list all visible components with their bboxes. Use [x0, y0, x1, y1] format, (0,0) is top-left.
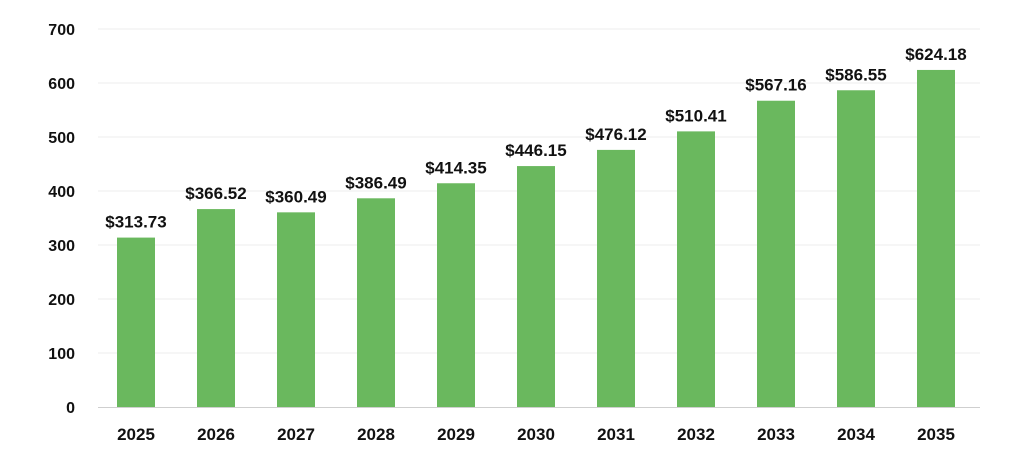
y-tick-label: 300 [48, 238, 75, 255]
x-tick-label: 2030 [517, 425, 555, 444]
x-tick-label: 2026 [197, 425, 235, 444]
x-tick-label: 2029 [437, 425, 475, 444]
bar-2031 [597, 149, 635, 407]
data-label: $476.12 [585, 125, 646, 144]
x-tick-label: 2032 [677, 425, 715, 444]
y-tick-label: 0 [66, 400, 75, 417]
bar-2027 [277, 212, 315, 407]
y-tick-label: 700 [48, 22, 75, 39]
data-label: $624.18 [905, 45, 966, 64]
data-label: $360.49 [265, 187, 326, 206]
bar-2025 [117, 237, 155, 407]
x-tick-label: 2025 [117, 425, 155, 444]
bar-2034 [837, 90, 875, 407]
bar-2033 [757, 100, 795, 408]
x-tick-label: 2031 [597, 425, 635, 444]
bar-2028 [357, 198, 395, 407]
bar-2030 [517, 166, 555, 407]
data-label: $386.49 [345, 173, 406, 192]
bar-2026 [197, 209, 235, 407]
y-tick-label: 200 [48, 292, 75, 309]
bar-2032 [677, 131, 715, 407]
data-labels: $313.73 $366.52 $360.49 $386.49 $414.35 $446.… [105, 45, 966, 232]
data-label: $366.52 [185, 184, 246, 203]
data-label: $567.16 [745, 76, 806, 95]
y-tick-label: 600 [48, 76, 75, 93]
data-label: $414.35 [425, 158, 486, 177]
data-label: $313.73 [105, 213, 166, 232]
y-axis-ticks: 0 100 200 300 400 500 600 700 [48, 22, 75, 417]
x-tick-label: 2027 [277, 425, 315, 444]
y-tick-label: 500 [48, 130, 75, 147]
x-tick-label: 2033 [757, 425, 795, 444]
data-label: $586.55 [825, 65, 886, 84]
data-label: $510.41 [665, 106, 726, 125]
bar-2029 [437, 183, 475, 407]
y-tick-label: 400 [48, 184, 75, 201]
bar-2035 [917, 69, 955, 407]
x-axis-ticks: 2025 2026 2027 2028 2029 2030 2031 2032 2033 2034… [117, 425, 955, 444]
x-tick-label: 2035 [917, 425, 955, 444]
x-tick-label: 2034 [837, 425, 875, 444]
y-tick-label: 100 [48, 346, 75, 363]
bars [117, 69, 955, 408]
x-tick-label: 2028 [357, 425, 395, 444]
data-label: $446.15 [505, 141, 566, 160]
